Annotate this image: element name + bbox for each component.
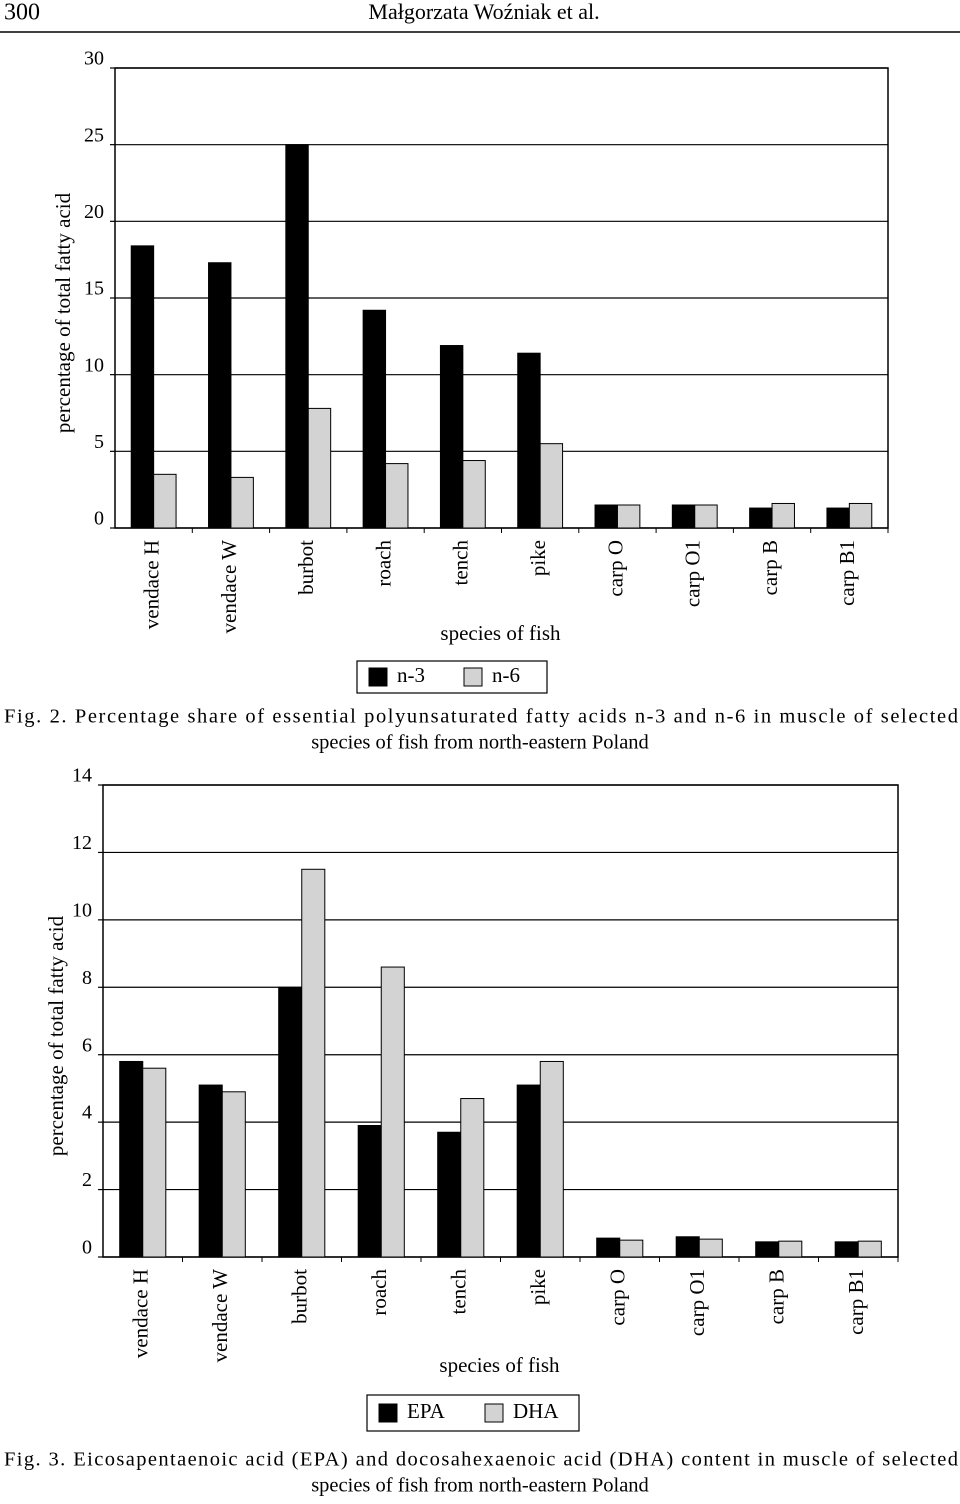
bar xyxy=(130,245,155,529)
x-tick-label: roach xyxy=(367,1269,391,1316)
x-tick-label: vendace H xyxy=(129,1269,153,1358)
y-tick-label: 12 xyxy=(72,832,92,854)
bar xyxy=(153,473,177,529)
bar xyxy=(516,1084,541,1258)
bar xyxy=(596,1237,621,1258)
x-tick-label: tench xyxy=(447,1269,471,1315)
y-tick-label: 8 xyxy=(82,967,92,989)
x-tick-label: carp B1 xyxy=(844,1269,868,1335)
x-axis-title: species of fish xyxy=(439,1353,560,1377)
legend-swatch xyxy=(378,1403,398,1423)
bar xyxy=(749,507,773,529)
bar xyxy=(437,1131,462,1258)
legend-box xyxy=(356,660,548,694)
bar xyxy=(698,1238,723,1258)
bar xyxy=(307,407,332,529)
y-tick-label: 0 xyxy=(94,508,104,530)
caption: Fig. 3. Eicosapentaenoic acid (EPA) and … xyxy=(4,1449,958,1471)
y-tick-label: 30 xyxy=(84,48,104,70)
bar xyxy=(285,144,309,529)
y-tick-label: 10 xyxy=(72,899,92,921)
y-tick-label: 10 xyxy=(84,354,104,376)
bar xyxy=(278,986,303,1258)
x-tick-label: carp O xyxy=(603,540,627,597)
x-axis-title: species of fish xyxy=(440,621,561,645)
x-tick-label: vendace W xyxy=(208,1269,232,1363)
x-tick-label: vendace W xyxy=(217,540,241,634)
bar xyxy=(460,1098,485,1258)
bar xyxy=(539,443,564,529)
legend-label: DHA xyxy=(513,1399,559,1423)
bar xyxy=(771,502,795,529)
x-tick-label: carp B xyxy=(765,1269,789,1324)
bar xyxy=(778,1240,803,1258)
bar xyxy=(834,1241,859,1258)
x-tick-label: carp B1 xyxy=(835,540,859,606)
y-tick-label: 25 xyxy=(84,124,104,146)
bar xyxy=(439,345,464,529)
y-axis-title: percentage of total fatty acid xyxy=(44,915,68,1156)
legend-label: n-3 xyxy=(397,663,425,687)
bar xyxy=(462,460,486,529)
x-tick-label: vendace H xyxy=(139,540,163,629)
x-tick-label: pike xyxy=(526,540,550,576)
bar xyxy=(675,1236,700,1258)
y-tick-label: 4 xyxy=(82,1102,92,1124)
bar xyxy=(594,504,618,529)
running-head: Małgorzata Woźniak et al. xyxy=(368,0,599,24)
legend-swatch xyxy=(368,667,388,687)
legend-label: n-6 xyxy=(492,663,520,687)
bar xyxy=(380,966,405,1258)
page-number: 300 xyxy=(4,0,40,26)
x-tick-label: carp B xyxy=(758,540,782,595)
bar xyxy=(848,502,873,529)
caption: species of fish from north-eastern Polan… xyxy=(311,1475,649,1497)
bar xyxy=(616,504,641,529)
legend-swatch xyxy=(463,667,483,687)
y-tick-label: 6 xyxy=(82,1034,92,1056)
bar xyxy=(362,309,387,529)
bar xyxy=(119,1060,144,1258)
bar xyxy=(385,463,409,529)
y-tick-label: 2 xyxy=(82,1169,92,1191)
bar xyxy=(208,262,232,529)
bar xyxy=(539,1060,564,1258)
bar xyxy=(826,507,850,529)
caption: Fig. 2. Percentage share of essential po… xyxy=(4,706,958,728)
bar xyxy=(357,1125,382,1258)
x-tick-label: pike xyxy=(526,1269,550,1305)
x-tick-label: burbot xyxy=(288,1269,312,1324)
legend-swatch xyxy=(484,1403,504,1423)
y-axis-title: percentage of total fatty acid xyxy=(51,192,75,433)
bar xyxy=(301,868,326,1258)
y-tick-label: 20 xyxy=(84,201,104,223)
bar xyxy=(619,1239,644,1258)
bar xyxy=(230,476,254,529)
bar xyxy=(198,1084,223,1258)
bar xyxy=(142,1067,167,1258)
x-tick-label: carp O1 xyxy=(685,1269,709,1336)
y-tick-label: 5 xyxy=(94,431,104,453)
bar xyxy=(857,1240,882,1258)
x-tick-label: burbot xyxy=(294,540,318,595)
y-tick-label: 0 xyxy=(82,1237,92,1259)
legend-box xyxy=(366,1394,580,1432)
x-tick-label: tench xyxy=(449,540,473,586)
bar xyxy=(755,1241,780,1258)
caption: species of fish from north-eastern Polan… xyxy=(311,732,649,754)
x-tick-label: roach xyxy=(371,540,395,587)
bar xyxy=(694,504,718,529)
bar xyxy=(517,352,541,529)
bar xyxy=(221,1091,246,1258)
legend-label: EPA xyxy=(407,1399,446,1423)
y-tick-label: 14 xyxy=(72,765,92,787)
x-tick-label: carp O1 xyxy=(681,540,705,607)
x-tick-label: carp O xyxy=(606,1269,630,1326)
y-tick-label: 15 xyxy=(84,278,104,300)
bar xyxy=(671,504,696,529)
